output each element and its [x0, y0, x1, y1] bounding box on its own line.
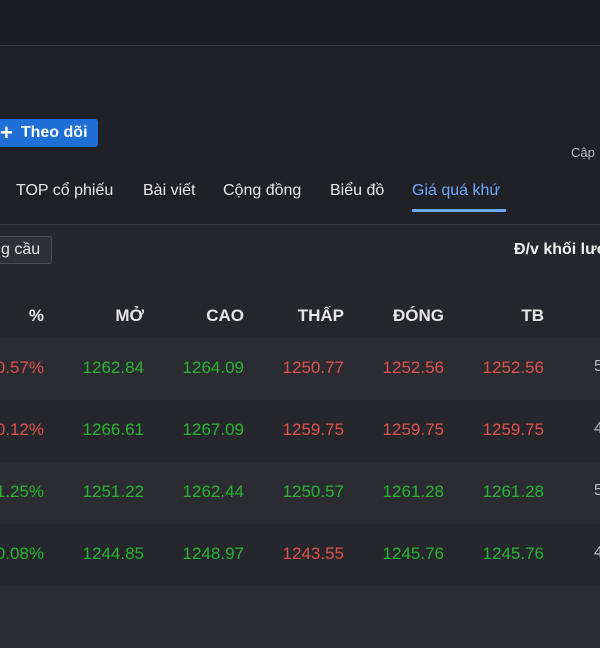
updated-label: Cập [571, 145, 595, 160]
cell-average: 1259.75 [482, 420, 544, 439]
table-row-partial [0, 586, 600, 648]
follow-button-label: Theo dõi [20, 124, 88, 141]
follow-button[interactable]: + Theo dõi [0, 119, 98, 147]
header-average[interactable]: TB [521, 306, 544, 325]
table-header: % MỞ CAO THẤP ĐÓNG TB [0, 290, 600, 338]
tab-articles[interactable]: Bài viết [143, 182, 196, 199]
header-percent[interactable]: % [28, 306, 44, 325]
cell-open: 1262.84 [82, 358, 144, 377]
tab-price-history[interactable]: Giá quá khứ [412, 182, 501, 199]
cell-volume: 4 [594, 544, 600, 561]
tab-top-stocks[interactable]: TOP cổ phiếu [16, 182, 114, 199]
table-row[interactable]: 1.25% 1251.22 1262.44 1250.57 1261.28 12… [0, 462, 600, 524]
cell-high: 1262.44 [182, 482, 244, 501]
cell-high: 1264.09 [182, 358, 244, 377]
cell-open: 1251.22 [82, 482, 144, 501]
header-close[interactable]: ĐÓNG [393, 306, 444, 325]
cell-open: 1244.85 [82, 544, 144, 563]
filter-chip[interactable]: g cầu [0, 236, 52, 264]
cell-low: 1250.77 [282, 358, 344, 377]
cell-close: 1252.56 [382, 358, 444, 377]
stock-header [0, 46, 600, 224]
cell-volume: 5 [594, 358, 600, 375]
table-row[interactable]: 0.12% 1266.61 1267.09 1259.75 1259.75 12… [0, 400, 600, 462]
cell-open: 1266.61 [82, 420, 144, 439]
plus-icon: + [0, 120, 13, 145]
divider [0, 224, 600, 225]
unit-label: Đ/v khối lượ [514, 241, 600, 258]
cell-percent: 0.12% [0, 420, 44, 439]
cell-low: 1243.55 [282, 544, 344, 563]
cell-low: 1250.57 [282, 482, 344, 501]
cell-percent: 1.25% [0, 482, 44, 501]
cell-average: 1261.28 [482, 482, 544, 501]
cell-low: 1259.75 [282, 420, 344, 439]
cell-percent: 0.08% [0, 544, 44, 563]
header-low[interactable]: THẤP [297, 306, 344, 325]
cell-close: 1259.75 [382, 420, 444, 439]
cell-average: 1245.76 [482, 544, 544, 563]
cell-close: 1245.76 [382, 544, 444, 563]
tab-charts[interactable]: Biểu đồ [330, 182, 385, 199]
cell-volume: 4 [594, 420, 600, 437]
cell-high: 1248.97 [182, 544, 244, 563]
tab-community[interactable]: Cộng đồng [223, 182, 302, 199]
cell-close: 1261.28 [382, 482, 444, 501]
cell-percent: 0.57% [0, 358, 44, 377]
top-bar [0, 0, 600, 46]
cell-average: 1252.56 [482, 358, 544, 377]
table-row[interactable]: 0.08% 1244.85 1248.97 1243.55 1245.76 12… [0, 524, 600, 586]
cell-high: 1267.09 [182, 420, 244, 439]
header-high[interactable]: CAO [206, 306, 244, 325]
table-row[interactable]: 0.57% 1262.84 1264.09 1250.77 1252.56 12… [0, 338, 600, 400]
header-open[interactable]: MỞ [115, 306, 144, 325]
cell-volume: 5 [594, 482, 600, 499]
tab-bar: TOP cổ phiếu Bài viết Cộng đồng Biểu đồ … [0, 172, 600, 212]
active-tab-indicator [412, 209, 506, 212]
